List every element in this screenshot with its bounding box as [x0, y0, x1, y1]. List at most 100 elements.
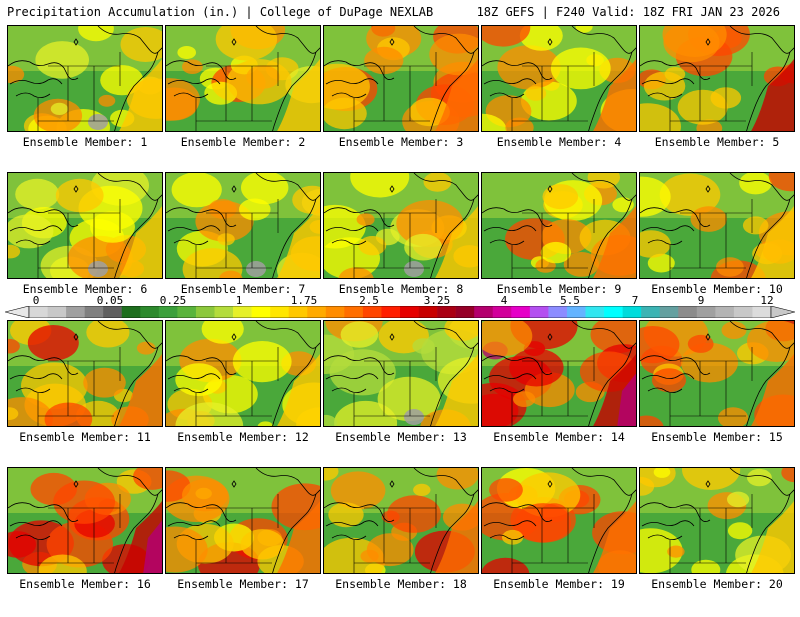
- precipitation-map: [165, 467, 321, 574]
- precipitation-map: [7, 320, 163, 427]
- precipitation-map: [165, 25, 321, 132]
- colorbar-segment: [307, 306, 327, 318]
- colorbar-segment: [418, 306, 438, 318]
- member-caption: Ensemble Member: 3: [338, 135, 464, 149]
- colorbar-segment: [158, 306, 178, 318]
- colorbar-segment: [492, 306, 512, 318]
- map-graphic: [324, 468, 478, 573]
- map-graphic: [482, 173, 636, 278]
- colorbar-arrow-left: [5, 306, 30, 318]
- colorbar-segment: [214, 306, 234, 318]
- colorbar-segment: [325, 306, 345, 318]
- precipitation-map: [481, 320, 637, 427]
- colorbar-segment: [103, 306, 123, 318]
- map-graphic: [640, 173, 794, 278]
- precipitation-map: [323, 172, 479, 279]
- ensemble-member-panel: Ensemble Member: 17: [165, 467, 321, 617]
- colorbar-segment: [195, 306, 215, 318]
- map-graphic: [482, 468, 636, 573]
- colorbar-segment: [437, 306, 456, 318]
- precipitation-colorbar: 0 0.05 0.25 1 1.75 2.5 3.25 4 5.5 7 9 12: [5, 294, 795, 322]
- ensemble-member-panel: Ensemble Member: 2: [165, 25, 321, 175]
- colorbar-segment: [566, 306, 586, 318]
- colorbar-tick-label: 1.75: [290, 294, 318, 307]
- colorbar-tick-label: 0.05: [96, 294, 124, 307]
- colorbar-arrow-right: [770, 306, 795, 318]
- ensemble-member-panel: Ensemble Member: 8: [323, 172, 479, 322]
- colorbar-segment: [585, 306, 605, 318]
- precipitation-map: [639, 25, 795, 132]
- member-caption: Ensemble Member: 17: [177, 577, 309, 591]
- ensemble-member-panel: Ensemble Member: 16: [7, 467, 163, 617]
- map-graphic: [8, 321, 162, 426]
- colorbar-tick-label: 0: [32, 294, 40, 307]
- colorbar-tick-label: 5.5: [560, 294, 580, 307]
- member-caption: Ensemble Member: 8: [338, 282, 464, 296]
- colorbar-segment: [362, 306, 382, 318]
- colorbar-segment: [66, 306, 85, 318]
- precipitation-map: [481, 172, 637, 279]
- member-caption: Ensemble Member: 18: [335, 577, 467, 591]
- colorbar-segment: [604, 306, 623, 318]
- member-caption: Ensemble Member: 6: [22, 282, 148, 296]
- map-graphic: [166, 321, 320, 426]
- ensemble-member-panel: Ensemble Member: 12: [165, 320, 321, 470]
- colorbar-segment: [455, 306, 475, 318]
- colorbar-segment: [715, 306, 735, 318]
- ensemble-member-panel: Ensemble Member: 10: [639, 172, 795, 322]
- colorbar-segment: [288, 306, 308, 318]
- member-caption: Ensemble Member: 15: [651, 430, 783, 444]
- ensemble-member-panel: Ensemble Member: 3: [323, 25, 479, 175]
- precipitation-map: [639, 467, 795, 574]
- ensemble-member-panel: Ensemble Member: 1: [7, 25, 163, 175]
- colorbar-segment: [344, 306, 364, 318]
- map-graphic: [640, 26, 794, 131]
- ensemble-member-panel: Ensemble Member: 9: [481, 172, 637, 322]
- precipitation-map: [165, 172, 321, 279]
- member-caption: Ensemble Member: 5: [654, 135, 780, 149]
- member-caption: Ensemble Member: 7: [180, 282, 306, 296]
- map-graphic: [8, 173, 162, 278]
- member-caption: Ensemble Member: 19: [493, 577, 625, 591]
- member-caption: Ensemble Member: 2: [180, 135, 306, 149]
- colorbar-tick-label: 2.5: [359, 294, 379, 307]
- colorbar-segment: [177, 306, 197, 318]
- map-graphic: [8, 468, 162, 573]
- precipitation-map: [481, 467, 637, 574]
- colorbar-segment: [47, 306, 67, 318]
- colorbar-segment: [121, 306, 141, 318]
- colorbar-tick-label: 1: [235, 294, 243, 307]
- map-graphic: [324, 26, 478, 131]
- colorbar-segment: [29, 306, 48, 318]
- precipitation-map: [7, 172, 163, 279]
- precipitation-map: [323, 467, 479, 574]
- colorbar-segment: [511, 306, 531, 318]
- member-caption: Ensemble Member: 16: [19, 577, 151, 591]
- precipitation-map: [639, 172, 795, 279]
- ensemble-member-panel: Ensemble Member: 7: [165, 172, 321, 322]
- ensemble-member-panel: Ensemble Member: 20: [639, 467, 795, 617]
- colorbar-segment: [233, 306, 252, 318]
- colorbar-segment: [548, 306, 568, 318]
- precipitation-map: [7, 25, 163, 132]
- member-caption: Ensemble Member: 9: [496, 282, 622, 296]
- colorbar-segment: [641, 306, 660, 318]
- ensemble-member-panel: Ensemble Member: 19: [481, 467, 637, 617]
- member-caption: Ensemble Member: 11: [19, 430, 151, 444]
- map-graphic: [166, 26, 320, 131]
- colorbar-segment: [140, 306, 160, 318]
- colorbar-tick-label: 4: [500, 294, 508, 307]
- member-caption: Ensemble Member: 13: [335, 430, 467, 444]
- colorbar-segment: [251, 306, 271, 318]
- colorbar-tick-label: 3.25: [423, 294, 451, 307]
- colorbar-segment: [84, 306, 104, 318]
- ensemble-member-panel: Ensemble Member: 4: [481, 25, 637, 175]
- ensemble-member-panel: Ensemble Member: 5: [639, 25, 795, 175]
- precipitation-map: [323, 320, 479, 427]
- map-graphic: [324, 321, 478, 426]
- map-graphic: [482, 26, 636, 131]
- ensemble-member-panel: Ensemble Member: 13: [323, 320, 479, 470]
- colorbar-segment: [270, 306, 289, 318]
- map-graphic: [482, 321, 636, 426]
- colorbar-segment: [696, 306, 716, 318]
